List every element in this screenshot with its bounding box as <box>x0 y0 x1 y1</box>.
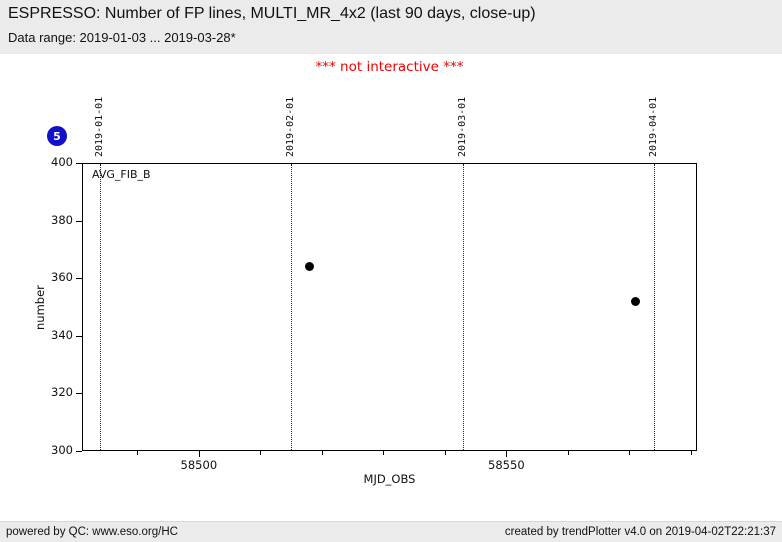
y-tick-label: 340 <box>51 327 73 342</box>
date-label: 2019-02-01 <box>285 96 297 157</box>
y-tick-label: 400 <box>51 155 73 169</box>
date-label: 2019-04-01 <box>647 96 659 157</box>
y-axis-label: number <box>33 285 47 330</box>
x-tick-label: 58500 <box>180 458 218 472</box>
y-tick-label: 300 <box>51 443 73 457</box>
data-point <box>305 262 315 272</box>
y-tick <box>76 335 82 337</box>
date-gridline <box>291 164 293 450</box>
x-minor-tick <box>567 451 569 455</box>
y-tick-label: 360 <box>51 270 73 285</box>
date-gridline <box>463 164 465 450</box>
y-tick-label: 380 <box>51 212 73 227</box>
date-label: 2019-01-01 <box>94 96 106 157</box>
plot-area: AVG_FIB_B <box>82 163 697 451</box>
x-major-tick <box>198 451 200 457</box>
x-major-tick <box>506 451 508 457</box>
date-gridline <box>653 164 655 450</box>
y-tick <box>76 278 82 280</box>
x-minor-tick <box>383 451 385 455</box>
x-minor-tick <box>260 451 262 455</box>
x-minor-tick <box>137 451 139 455</box>
series-label: AVG_FIB_B <box>92 168 151 181</box>
y-tick-label: 320 <box>51 385 73 400</box>
footer-created-by: created by trendPlotter v4.0 on 2019-04-… <box>504 526 776 538</box>
data-point <box>631 296 640 306</box>
y-tick <box>76 163 82 164</box>
page-title: ESPRESSO: Number of FP lines, MULTI_MR_4… <box>8 5 536 22</box>
footer-powered-by: powered by QC: www.eso.org/HC <box>6 526 178 538</box>
footer: powered by QC: www.eso.org/HC created by… <box>0 521 782 542</box>
x-axis-label: MJD_OBS <box>363 472 416 486</box>
y-tick <box>76 451 82 452</box>
x-minor-tick <box>629 451 631 455</box>
date-gridline <box>100 164 102 450</box>
plot-number-badge[interactable]: 5 <box>47 126 67 146</box>
date-label: 2019-03-01 <box>457 96 469 157</box>
data-range: Data range: 2019-01-03 ... 2019-03-28* <box>8 30 236 45</box>
y-tick <box>76 220 82 222</box>
x-minor-tick <box>444 451 446 455</box>
y-tick <box>76 393 82 395</box>
x-minor-tick <box>690 451 692 455</box>
not-interactive-notice: *** not interactive *** <box>315 59 464 75</box>
x-minor-tick <box>321 451 323 455</box>
header: ESPRESSO: Number of FP lines, MULTI_MR_4… <box>0 0 782 54</box>
x-tick-label: 58550 <box>488 458 525 472</box>
